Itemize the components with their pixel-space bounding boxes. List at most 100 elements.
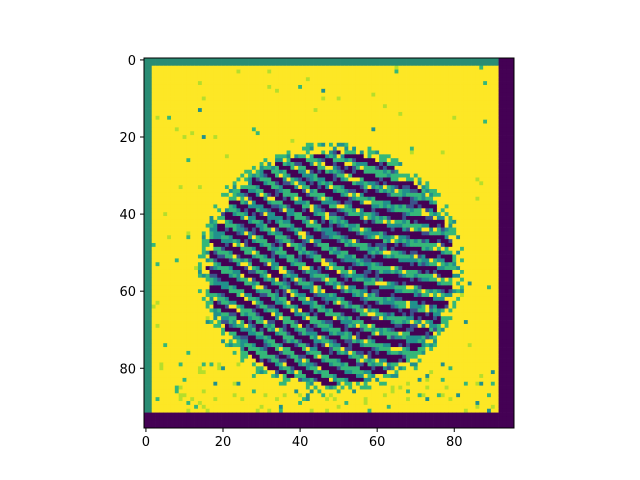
heatmap-cell (436, 181, 442, 186)
heatmap-cell (286, 192, 291, 198)
heatmap-cell (467, 73, 472, 78)
heatmap-cell (178, 227, 183, 232)
heatmap-cell (251, 119, 257, 124)
heatmap-cell (298, 223, 303, 228)
heatmap-cell (344, 115, 349, 121)
heatmap-cell (213, 158, 218, 163)
heatmap-cell (379, 162, 384, 167)
heatmap-cell (379, 254, 384, 259)
heatmap-cell (344, 231, 349, 236)
heatmap-cell (367, 108, 372, 113)
heatmap-cell (147, 158, 153, 163)
heatmap-cell (305, 84, 311, 90)
heatmap-cell (498, 181, 503, 186)
heatmap-cell (494, 127, 499, 132)
heatmap-cell (275, 131, 280, 136)
heatmap-cell (144, 142, 149, 147)
heatmap-cell (228, 111, 233, 117)
heatmap-cell (167, 61, 172, 67)
heatmap-cell (305, 231, 311, 236)
heatmap-cell (444, 119, 449, 124)
heatmap-cell (510, 181, 515, 186)
heatmap-cell (236, 138, 241, 144)
heatmap-cell (205, 61, 210, 67)
heatmap-cell (155, 69, 160, 74)
heatmap-cell (267, 185, 272, 190)
heatmap-cell (479, 204, 484, 209)
heatmap-cell (336, 154, 341, 159)
heatmap-cell (382, 131, 388, 136)
heatmap-cell (425, 73, 430, 78)
heatmap-cell (471, 212, 476, 217)
heatmap-cell (275, 189, 280, 194)
heatmap-cell (317, 181, 322, 186)
heatmap-cell (433, 138, 438, 144)
heatmap-cell (413, 239, 418, 244)
heatmap-cell (398, 73, 403, 78)
heatmap-cell (236, 162, 241, 167)
heatmap-cell (209, 58, 214, 63)
heatmap-cell (144, 165, 149, 171)
heatmap-cell (294, 150, 299, 155)
heatmap-cell (278, 77, 284, 82)
heatmap-cell (382, 138, 388, 144)
heatmap-cell (402, 235, 407, 240)
heatmap-cell (452, 246, 457, 252)
heatmap-cell (240, 96, 245, 101)
heatmap-cell (340, 219, 345, 225)
heatmap-cell (151, 173, 156, 178)
heatmap-cell (398, 108, 403, 113)
heatmap-cell (348, 200, 353, 205)
heatmap-cell (402, 189, 407, 194)
heatmap-cell (267, 88, 272, 94)
heatmap-cell (379, 131, 384, 136)
heatmap-cell (194, 138, 199, 144)
heatmap-cell (321, 196, 326, 201)
heatmap-cell (232, 81, 237, 86)
heatmap-cell (371, 204, 376, 209)
heatmap-cell (502, 154, 507, 159)
heatmap-cell (406, 254, 411, 259)
heatmap-cell (325, 162, 330, 167)
heatmap-cell (340, 138, 345, 144)
heatmap-cell (340, 108, 345, 113)
heatmap-cell (487, 246, 492, 252)
heatmap-cell (398, 96, 403, 101)
heatmap-cell (317, 131, 322, 136)
heatmap-cell (244, 154, 249, 159)
heatmap-cell (352, 58, 357, 63)
heatmap-cell (302, 146, 307, 151)
heatmap-cell (147, 219, 153, 225)
heatmap-cell (224, 61, 230, 67)
heatmap-cell (355, 127, 361, 132)
heatmap-cell (213, 239, 218, 244)
heatmap-cell (298, 131, 303, 136)
heatmap-cell (248, 162, 253, 167)
heatmap-cell (329, 231, 334, 236)
heatmap-cell (452, 231, 457, 236)
heatmap-cell (433, 142, 438, 147)
heatmap-cell (321, 108, 326, 113)
heatmap-cell (413, 219, 418, 225)
heatmap-cell (313, 123, 318, 128)
heatmap-cell (494, 216, 499, 221)
heatmap-cell (471, 73, 476, 78)
heatmap-cell (236, 185, 241, 190)
heatmap-cell (197, 150, 203, 155)
heatmap-cell (159, 146, 164, 151)
heatmap-cell (302, 246, 307, 252)
heatmap-cell (386, 162, 392, 167)
heatmap-cell (302, 119, 307, 124)
heatmap-cell (475, 165, 480, 171)
heatmap-cell (371, 196, 376, 201)
heatmap-cell (213, 235, 218, 240)
heatmap-cell (355, 135, 361, 140)
heatmap-cell (421, 231, 426, 236)
heatmap-cell (440, 104, 445, 109)
heatmap-cell (282, 115, 287, 121)
heatmap-cell (487, 96, 492, 101)
heatmap-cell (263, 81, 268, 86)
heatmap-cell (201, 177, 207, 182)
heatmap-cell (448, 231, 453, 236)
heatmap-cell (170, 231, 176, 236)
